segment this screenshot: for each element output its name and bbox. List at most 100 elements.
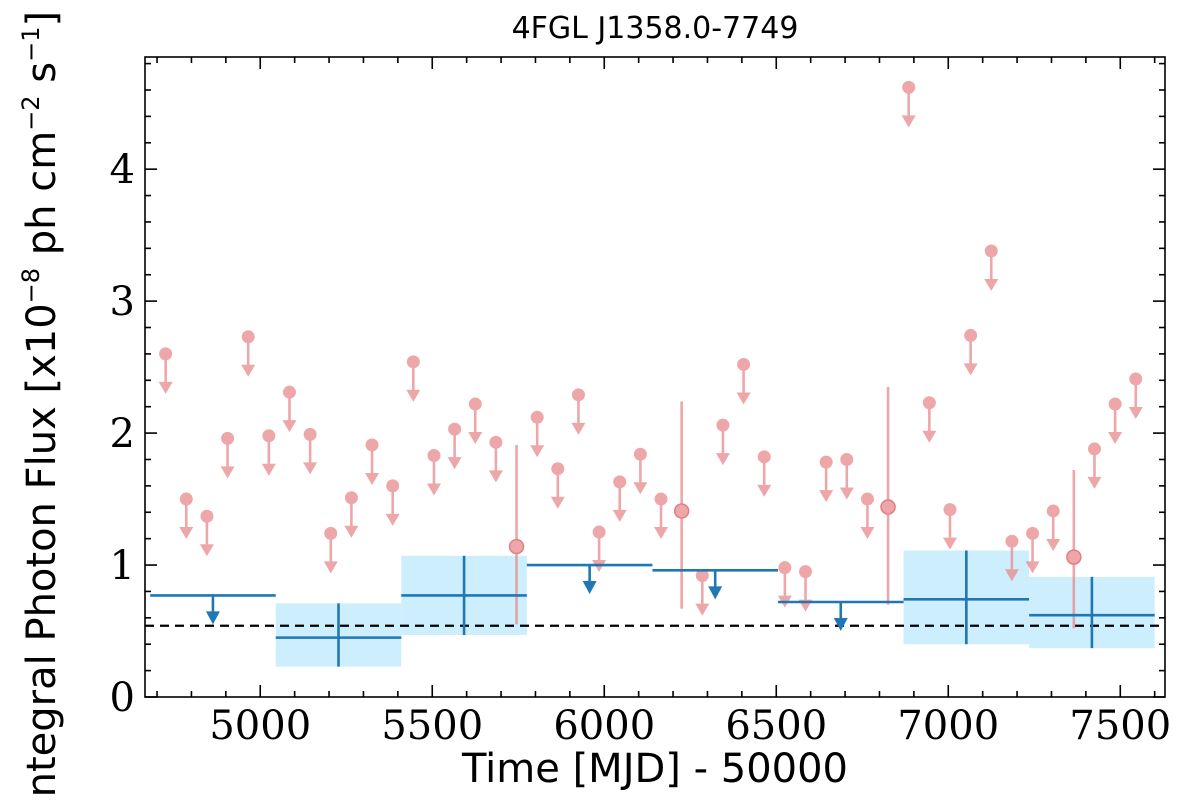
- y-tick-label: 4: [110, 147, 135, 193]
- short-bin-upper-limit: [736, 357, 751, 405]
- upper-limit-marker: [221, 431, 235, 445]
- upper-limit-marker: [1129, 372, 1143, 386]
- y-axis-label-exp3: −1: [17, 26, 45, 61]
- short-bin-upper-limit: [303, 427, 318, 475]
- short-bin-upper-limit: [282, 385, 297, 433]
- upper-limit-arrow: [406, 389, 421, 402]
- upper-limit-arrow: [488, 470, 503, 483]
- short-bin-upper-limit: [447, 422, 462, 470]
- short-bin-upper-limit: [199, 509, 214, 557]
- y-axis-label-exp2: −2: [17, 95, 45, 130]
- x-tick-label: 7500: [1069, 703, 1171, 749]
- short-bin-upper-limit: [922, 396, 937, 443]
- upper-limit-arrow: [158, 381, 173, 394]
- upper-limit-marker: [179, 492, 193, 506]
- long-bin-arrow: [708, 586, 723, 600]
- short-bin-upper-limit: [488, 435, 503, 483]
- upper-limit-marker: [943, 503, 957, 517]
- long-bin-arrow: [833, 617, 848, 631]
- short-bin-upper-limit: [1087, 442, 1102, 489]
- upper-limit-marker: [592, 525, 606, 539]
- upper-limit-arrow: [426, 483, 441, 496]
- upper-limit-marker: [262, 429, 276, 443]
- short-bin-upper-limit: [984, 244, 999, 291]
- short-bin-upper-limit: [241, 330, 256, 377]
- short-bin-upper-limit: [179, 492, 194, 540]
- short-bin-upper-limit: [798, 565, 813, 612]
- short-bin-upper-limit: [963, 328, 978, 376]
- short-bin-upper-limit: [860, 492, 875, 540]
- upper-limit-arrow: [530, 445, 545, 458]
- upper-limit-arrow: [860, 527, 875, 540]
- upper-limit-arrow: [736, 392, 751, 405]
- short-bin-upper-limit: [571, 388, 586, 435]
- upper-limit-marker: [922, 396, 936, 410]
- upper-limit-arrow: [1108, 432, 1123, 445]
- y-tick-label: 3: [110, 279, 135, 325]
- short-bin-upper-limit: [654, 492, 669, 540]
- short-bin-upper-limit: [530, 410, 545, 458]
- upper-limit-arrow: [323, 561, 338, 574]
- upper-limit-arrow: [715, 453, 730, 466]
- x-tick-label: 5000: [209, 703, 311, 749]
- upper-limit-marker: [159, 347, 173, 361]
- y-axis-label-mid2: s: [19, 62, 65, 96]
- upper-limit-marker: [406, 355, 420, 369]
- detection-marker: [508, 538, 525, 555]
- long-bin-upper-limit: [652, 569, 778, 600]
- upper-limit-arrow: [1025, 561, 1040, 574]
- upper-limit-marker: [571, 388, 585, 402]
- upper-limit-arrow: [261, 463, 276, 476]
- upper-limit-marker: [324, 526, 338, 540]
- upper-limit-marker: [778, 561, 792, 575]
- upper-limit-marker: [468, 397, 482, 411]
- long-bin-detection: [275, 603, 402, 667]
- upper-limit-marker: [344, 491, 358, 505]
- upper-limit-marker: [489, 435, 503, 449]
- short-bin-upper-limit: [757, 450, 772, 497]
- upper-limit-marker: [716, 418, 730, 432]
- long-bin-arrow: [582, 581, 597, 595]
- upper-limit-arrow: [199, 544, 214, 557]
- plot-area: [145, 80, 1165, 667]
- upper-limit-arrow: [963, 363, 978, 376]
- upper-limit-arrow: [695, 603, 710, 616]
- short-bin-upper-limit: [819, 455, 834, 503]
- upper-limit-marker: [984, 244, 998, 258]
- upper-limit-marker: [241, 330, 255, 344]
- upper-limit-marker: [386, 479, 400, 493]
- upper-limit-arrow: [922, 430, 937, 443]
- short-bin-upper-limit: [942, 503, 957, 550]
- long-bin-upper-limit: [777, 600, 904, 631]
- upper-limit-marker: [840, 452, 854, 466]
- upper-limit-marker: [1005, 534, 1019, 548]
- upper-limit-arrow: [447, 457, 462, 470]
- detection-marker: [880, 499, 896, 515]
- upper-limit-arrow: [633, 482, 648, 495]
- long-bin-arrow: [205, 611, 220, 625]
- short-bin-upper-limit: [901, 80, 916, 128]
- upper-limit-marker: [860, 492, 874, 506]
- axis-ticks: 5000 5500 6000 6500 7000 7500 0 1 2 3 4: [110, 57, 1171, 749]
- upper-limit-arrow: [179, 527, 194, 540]
- upper-limit-arrow: [571, 422, 586, 435]
- upper-limit-arrow: [984, 278, 999, 291]
- y-tick-label: 2: [110, 411, 135, 457]
- short-bin-upper-limit: [426, 449, 441, 496]
- upper-limit-marker: [1026, 526, 1040, 540]
- upper-limit-marker: [799, 565, 813, 579]
- short-bin-upper-limit: [715, 418, 730, 466]
- short-bin-upper-limit: [1004, 534, 1019, 582]
- short-bin-upper-limit: [344, 491, 359, 538]
- upper-limit-marker: [633, 447, 647, 461]
- upper-limit-marker: [200, 509, 214, 523]
- x-tick-label: 5500: [381, 703, 483, 749]
- y-axis-label-mid1: ph cm: [19, 131, 65, 268]
- y-axis-label-suffix: ]: [19, 11, 65, 27]
- short-bin-upper-limit: [323, 526, 338, 574]
- upper-limit-arrow: [220, 466, 235, 479]
- short-bin-upper-limit: [612, 475, 627, 522]
- x-tick-label: 6000: [553, 703, 655, 749]
- upper-limit-arrow: [1004, 569, 1019, 582]
